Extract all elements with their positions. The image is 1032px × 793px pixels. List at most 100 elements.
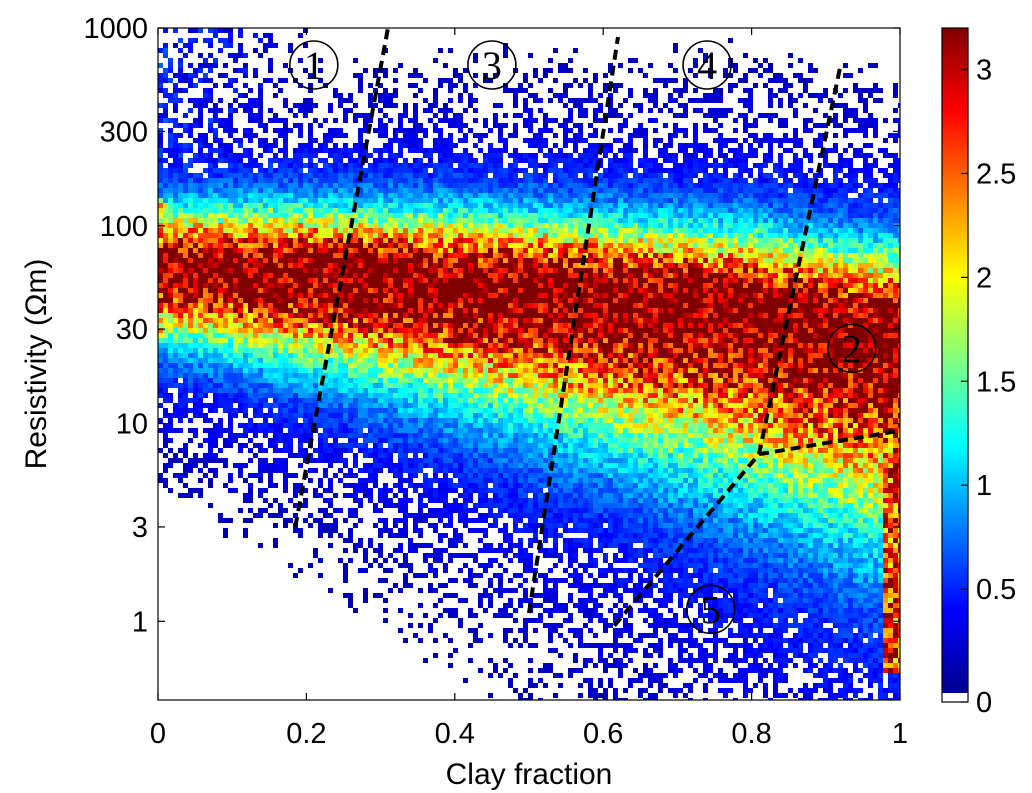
density-cell: [318, 453, 323, 458]
density-cell: [458, 433, 463, 438]
density-cell: [178, 168, 183, 173]
density-cell: [333, 128, 338, 133]
density-cell: [218, 393, 223, 398]
density-cell: [273, 358, 278, 363]
density-cell: [338, 433, 343, 438]
density-cell: [343, 428, 348, 433]
density-cell: [208, 38, 213, 43]
density-cell: [353, 293, 358, 298]
density-cell: [353, 373, 358, 378]
density-cell: [403, 338, 408, 343]
density-cell: [358, 478, 363, 483]
density-cell: [373, 188, 378, 193]
density-cell: [283, 223, 288, 228]
density-cell: [218, 268, 223, 273]
density-cell: [428, 153, 433, 158]
density-cell: [358, 448, 363, 453]
density-cell: [253, 363, 258, 368]
density-cell: [298, 378, 303, 383]
density-cell: [313, 353, 318, 358]
density-cell: [288, 393, 293, 398]
density-cell: [428, 368, 433, 373]
density-cell: [158, 383, 163, 388]
density-cell: [213, 468, 218, 473]
density-cell: [298, 433, 303, 438]
density-cell: [308, 273, 313, 278]
density-cell: [188, 313, 193, 318]
density-cell: [288, 403, 293, 408]
density-cell: [268, 223, 273, 228]
density-cell: [228, 123, 233, 128]
density-cell: [188, 123, 193, 128]
density-cell: [208, 253, 213, 258]
density-cell: [438, 198, 443, 203]
density-cell: [163, 393, 168, 398]
density-cell: [383, 423, 388, 428]
density-cell: [178, 278, 183, 283]
density-cell: [168, 213, 173, 218]
density-cell: [173, 173, 178, 178]
density-cell: [338, 153, 343, 158]
density-cell: [273, 268, 278, 273]
density-cell: [343, 268, 348, 273]
density-cell: [468, 363, 473, 368]
density-cell: [243, 183, 248, 188]
density-cell: [398, 448, 403, 453]
density-cell: [463, 328, 468, 333]
density-cell: [183, 53, 188, 58]
density-cell: [473, 313, 478, 318]
density-cell: [333, 438, 338, 443]
density-cell: [473, 408, 478, 413]
density-cell: [248, 168, 253, 173]
density-cell: [333, 328, 338, 333]
density-cell: [308, 328, 313, 333]
density-cell: [458, 123, 463, 128]
density-cell: [233, 383, 238, 388]
density-cell: [343, 178, 348, 183]
density-cell: [183, 473, 188, 478]
density-cell: [168, 58, 173, 63]
density-cell: [353, 273, 358, 278]
density-cell: [248, 223, 253, 228]
density-cell: [443, 193, 448, 198]
density-cell: [298, 173, 303, 178]
density-cell: [368, 403, 373, 408]
density-cell: [373, 408, 378, 413]
density-cell: [158, 78, 163, 83]
density-cell: [253, 473, 258, 478]
density-cell: [478, 263, 483, 268]
density-cell: [338, 303, 343, 308]
density-cell: [348, 413, 353, 418]
density-cell: [218, 273, 223, 278]
density-cell: [433, 143, 438, 148]
density-cell: [173, 88, 178, 93]
density-cell: [448, 448, 453, 453]
density-cell: [238, 463, 243, 468]
density-cell: [458, 228, 463, 233]
density-cell: [468, 433, 473, 438]
density-cell: [378, 283, 383, 288]
density-cell: [308, 73, 313, 78]
density-cell: [388, 278, 393, 283]
density-cell: [248, 283, 253, 288]
density-cell: [418, 373, 423, 378]
density-cell: [333, 293, 338, 298]
density-cell: [223, 273, 228, 278]
density-cell: [398, 333, 403, 338]
density-cell: [418, 398, 423, 403]
density-cell: [328, 358, 333, 363]
density-cell: [248, 508, 253, 513]
density-cell: [373, 393, 378, 398]
density-cell: [348, 163, 353, 168]
density-cell: [448, 148, 453, 153]
density-cell: [263, 308, 268, 313]
density-cell: [188, 398, 193, 403]
density-cell: [248, 88, 253, 93]
density-cell: [163, 68, 168, 73]
density-cell: [228, 278, 233, 283]
density-cell: [203, 353, 208, 358]
density-cell: [473, 378, 478, 383]
density-cell: [178, 88, 183, 93]
density-cell: [168, 193, 173, 198]
density-cell: [178, 208, 183, 213]
